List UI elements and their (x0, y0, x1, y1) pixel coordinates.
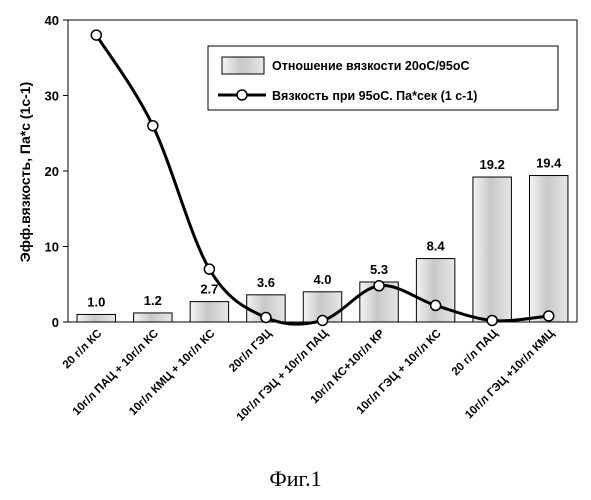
bar (416, 259, 454, 322)
legend-line-marker (237, 90, 247, 100)
line-point (487, 315, 497, 325)
x-tick-label: 20 г/л КС (61, 328, 105, 372)
line-point (318, 315, 328, 325)
y-tick-label: 30 (45, 89, 59, 104)
bar-value-label: 8.4 (427, 239, 446, 254)
bar-value-label: 4.0 (313, 272, 331, 287)
line-point (544, 311, 554, 321)
bar (190, 302, 228, 322)
line-point (374, 281, 384, 291)
y-tick-label: 0 (52, 315, 59, 330)
bar-value-label: 3.6 (257, 275, 275, 290)
bar-value-label: 2.7 (200, 282, 218, 297)
bar (77, 314, 115, 322)
legend-bar-swatch (222, 57, 264, 74)
y-tick-label: 40 (45, 13, 59, 28)
line-point (148, 121, 158, 131)
bar-value-label: 1.2 (144, 293, 162, 308)
x-tick-label: 10г/л ГЭЦ + 10г/л ПАЦ (235, 327, 331, 423)
line-point (261, 312, 271, 322)
y-axis: 0 10 20 30 40 (45, 13, 68, 330)
y-axis-label: Эфф.вязкость, Па*с (1с-1) (17, 82, 33, 262)
legend-bar-label: Отношение вязкости 20оС/95оС (272, 59, 470, 73)
bar-value-label: 5.3 (370, 262, 388, 277)
legend: Отношение вязкости 20оС/95оС Вязкость пр… (208, 46, 558, 110)
bar (134, 313, 172, 322)
y-tick-label: 10 (45, 240, 59, 255)
line-point (91, 30, 101, 40)
bar (529, 176, 567, 322)
legend-line-label: Вязкость при 95оС. Па*сек (1 с-1) (272, 89, 477, 103)
bar-value-label: 19.2 (480, 157, 505, 172)
line-point (431, 300, 441, 310)
x-tick-label: 20 г/л ПАЦ (450, 327, 501, 378)
bar-value-label: 1.0 (87, 294, 105, 309)
chart: 0 10 20 30 40 Эфф.вязкость, Па*с (1с-1) 1.0 1… (0, 0, 591, 462)
bar (473, 177, 511, 322)
x-axis-ticks: 20 г/л КС10г/л ПАЦ + 10г/л КС10г/л КМЦ +… (61, 327, 557, 423)
x-tick-label: 20г/л ГЭЦ (227, 327, 274, 374)
y-tick-label: 20 (45, 164, 59, 179)
line-point (204, 264, 214, 274)
bar-value-label: 19.4 (536, 156, 562, 171)
figure-caption: Фиг.1 (0, 466, 591, 492)
